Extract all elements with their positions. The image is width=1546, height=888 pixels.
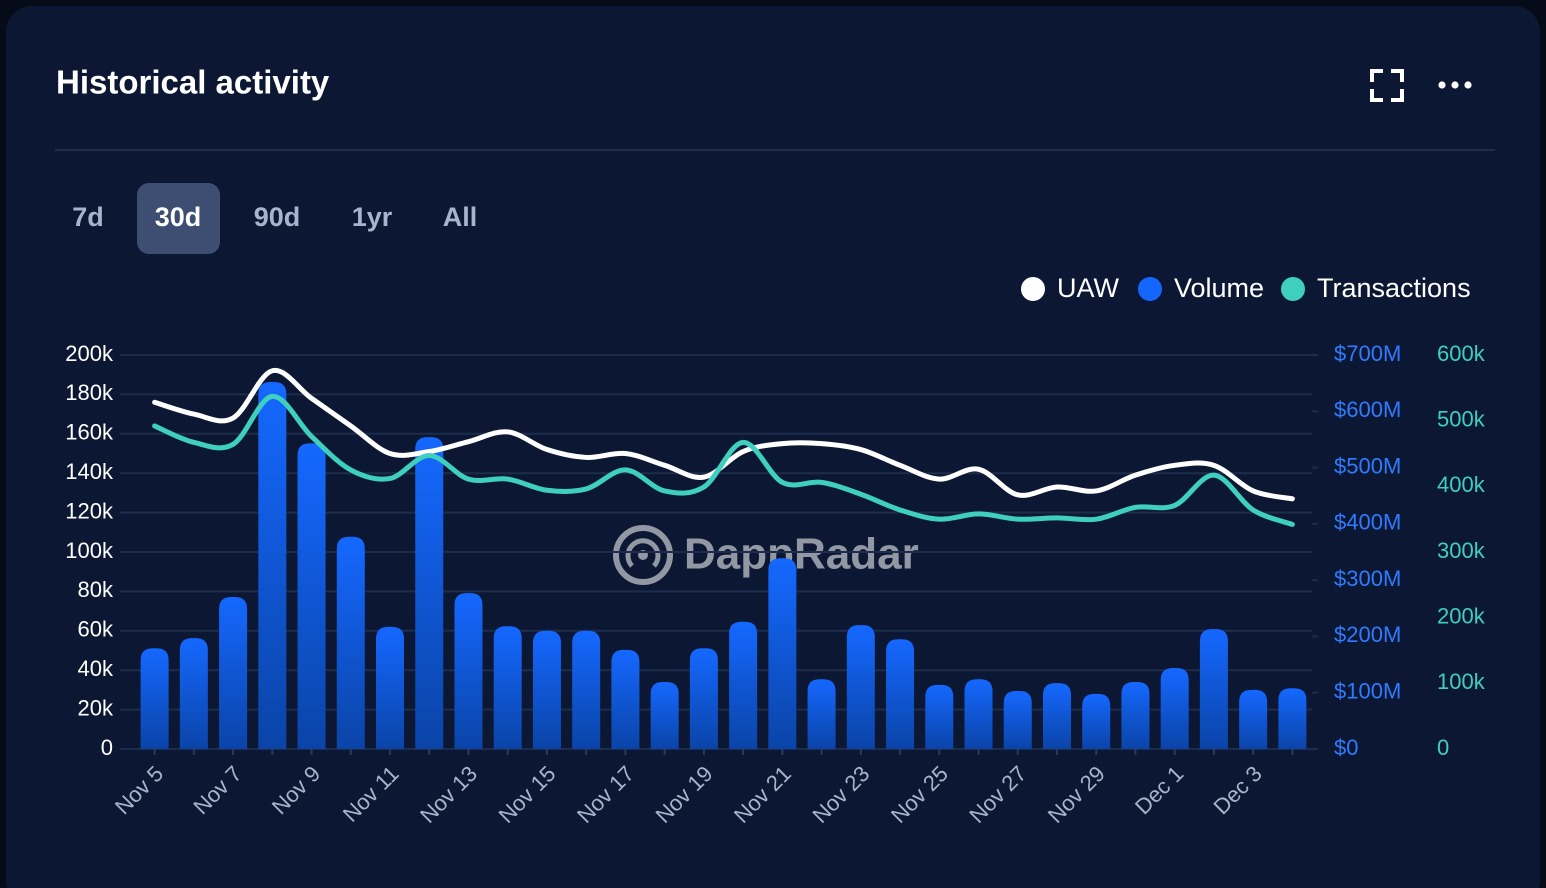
bar [376,626,405,749]
range-button[interactable]: 7d [72,202,104,232]
range-button[interactable]: 90d [254,202,301,232]
y2-tick-label: $100M [1334,679,1401,704]
bar [493,626,522,749]
fullscreen-icon[interactable] [1370,69,1404,102]
y2-tick-label: $700M [1334,341,1401,366]
legend-marker [1021,277,1045,301]
legend-marker [1281,277,1305,301]
legend-label: UAW [1057,273,1120,303]
bar [846,625,875,749]
legend-label: Volume [1174,273,1264,303]
bar [807,679,836,749]
bar [1199,629,1228,749]
bar [689,648,718,749]
range-button[interactable]: 30d [155,202,202,232]
y3-tick-label: 200k [1437,603,1486,628]
y-tick-label: 40k [78,656,114,681]
more-icon[interactable] [1438,81,1472,89]
y3-tick-label: 0 [1437,735,1449,760]
bar [1003,691,1032,749]
y3-tick-label: 300k [1437,538,1486,563]
legend-label: Transactions [1317,273,1471,303]
bar [140,648,169,749]
bar [1121,682,1150,749]
bar [179,638,208,749]
y-tick-label: 60k [78,617,114,642]
bar [1239,689,1268,749]
bar [219,597,248,749]
bar [572,630,601,749]
y3-tick-label: 400k [1437,472,1486,497]
bar [729,621,758,749]
y2-tick-label: $0 [1334,735,1358,760]
bar [1278,688,1307,749]
watermark: DappRadar [613,525,919,585]
y-tick-label: 120k [65,498,114,523]
bar [650,682,679,749]
y2-tick-label: $200M [1334,622,1401,647]
y-tick-label: 180k [65,380,114,405]
y-tick-label: 20k [78,695,114,720]
bar [964,679,993,749]
y3-tick-label: 100k [1437,669,1486,694]
range-button-active[interactable] [137,183,220,254]
bar [258,382,287,749]
bar [532,630,561,749]
bar [886,639,915,749]
bar [454,593,483,749]
bar [297,443,326,749]
y-tick-label: 0 [101,735,113,760]
range-button[interactable]: 1yr [352,202,393,232]
y3-tick-label: 600k [1437,341,1486,366]
y-tick-label: 100k [65,538,114,563]
bar [925,684,954,749]
chart-title: Historical activity [56,64,330,101]
y-tick-label: 80k [78,577,114,602]
range-button[interactable]: All [443,202,478,232]
y-tick-label: 160k [65,420,114,445]
y2-tick-label: $600M [1334,397,1401,422]
bar [768,558,797,749]
line-series [152,393,1295,527]
bar [1160,667,1189,749]
bar [611,649,640,749]
y-tick-label: 200k [65,341,114,366]
bar [1082,693,1111,749]
legend-marker [1138,277,1162,301]
bar [1042,683,1071,749]
y-tick-label: 140k [65,459,114,484]
y2-tick-label: $400M [1334,510,1401,535]
bar [415,437,444,749]
bar [336,536,365,749]
y3-tick-label: 500k [1437,406,1486,431]
y2-tick-label: $500M [1334,453,1401,478]
range-selector: 7d 30d 90d 1yr All [72,183,477,254]
y2-tick-label: $300M [1334,566,1401,591]
watermark-text: DappRadar [684,530,919,579]
